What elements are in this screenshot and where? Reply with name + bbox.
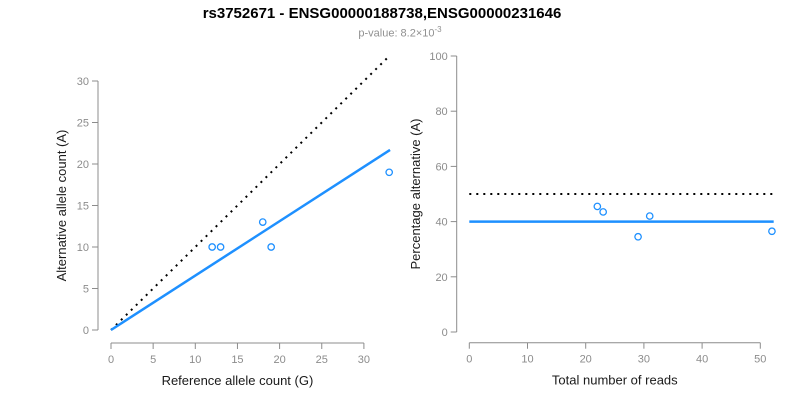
y-tick-label: 0 <box>442 327 448 339</box>
x-axis-title: Total number of reads <box>552 373 678 388</box>
x-tick-label: 30 <box>358 354 370 366</box>
p-value-subtitle: p-value: 8.2×10-3 <box>358 25 441 40</box>
x-axis-title: Reference allele count (G) <box>162 373 314 388</box>
y-tick-label: 20 <box>77 159 89 171</box>
x-tick-label: 5 <box>150 354 156 366</box>
identity-line <box>110 55 390 331</box>
page-title: rs3752671 - ENSG00000188738,ENSG00000231… <box>202 5 562 22</box>
x-tick-label: 40 <box>696 354 708 366</box>
p-value-exponent: -3 <box>434 25 442 34</box>
x-tick-label: 10 <box>189 354 201 366</box>
data-point <box>768 227 776 236</box>
x-tick-label: 0 <box>108 354 114 366</box>
data-point <box>593 202 602 211</box>
data-point <box>645 212 654 220</box>
y-tick-label: 20 <box>435 272 447 284</box>
allele-count-scatter-plot: 0 5 10 15 20 25 30 0 5 10 15 20 25 30 Reference allele… <box>54 55 394 388</box>
y-tick-label: 100 <box>429 51 447 63</box>
y-tick-label: 10 <box>77 242 89 254</box>
x-tick-label: 25 <box>316 354 328 366</box>
percentage-alternative-scatter-plot: 0 20 40 60 80 100 0 10 20 30 40 50 Total number of r… <box>408 51 776 388</box>
data-point <box>267 243 276 251</box>
y-tick-label: 40 <box>435 217 447 229</box>
x-tick-label: 30 <box>638 354 650 366</box>
x-tick-label: 15 <box>231 354 243 366</box>
x-tick-label: 10 <box>521 354 533 366</box>
fitted-ratio-line <box>110 148 391 332</box>
y-tick-label: 60 <box>435 161 447 173</box>
p-value-text: p-value: 8.2×10 <box>358 27 435 40</box>
y-tick-label: 25 <box>77 118 89 130</box>
y-tick-label: 80 <box>435 106 447 118</box>
data-point <box>634 232 642 241</box>
data-point <box>208 243 217 251</box>
y-tick-label: 5 <box>83 284 89 296</box>
x-tick-label: 0 <box>466 354 472 366</box>
x-tick-label: 20 <box>273 354 285 366</box>
x-tick-label: 20 <box>580 354 592 366</box>
y-axis-title: Alternative allele count (A) <box>54 130 69 282</box>
data-point <box>216 243 225 251</box>
data-point <box>258 218 267 226</box>
y-tick-label: 15 <box>77 201 89 213</box>
data-point <box>385 168 394 177</box>
x-tick-label: 50 <box>754 354 766 366</box>
data-point <box>599 208 608 216</box>
y-axis-title: Percentage alternative (A) <box>408 118 423 269</box>
y-tick-label: 0 <box>83 325 89 337</box>
y-tick-label: 30 <box>77 76 89 88</box>
